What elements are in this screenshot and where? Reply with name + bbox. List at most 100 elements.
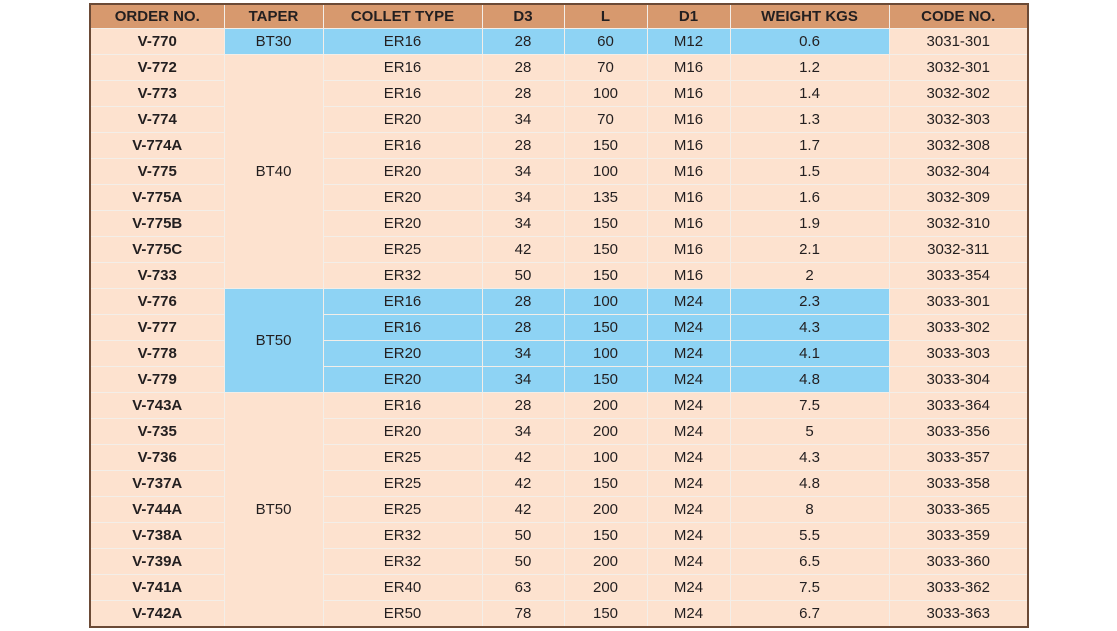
table-row: V-773 ER16 28 100 M16 1.4 3032-302 xyxy=(89,80,1029,107)
table-row: V-737A ER25 42 150 M24 4.8 3033-358 xyxy=(89,470,1029,497)
table-row: V-775A ER20 34 135 M16 1.6 3032-309 xyxy=(89,184,1029,211)
collet-type: ER16 xyxy=(322,314,483,341)
order-no: V-774 xyxy=(89,106,225,133)
weight: 1.5 xyxy=(729,158,890,185)
collet-type: ER20 xyxy=(322,106,483,133)
code-no: 3033-357 xyxy=(888,444,1029,471)
l: 200 xyxy=(563,418,648,445)
d1: M16 xyxy=(646,54,731,81)
code-no: 3031-301 xyxy=(888,28,1029,55)
d1: M24 xyxy=(646,366,731,393)
taper: BT50 xyxy=(223,392,324,628)
d1: M24 xyxy=(646,600,731,628)
d1: M16 xyxy=(646,132,731,159)
d3: 50 xyxy=(481,262,565,289)
order-no: V-778 xyxy=(89,340,225,367)
collet-type: ER32 xyxy=(322,548,483,575)
collet-type: ER50 xyxy=(322,600,483,628)
d1: M24 xyxy=(646,340,731,367)
d1: M16 xyxy=(646,80,731,107)
order-no: V-775 xyxy=(89,158,225,185)
table-row: V-743A BT50 ER16 28 200 M24 7.5 3033-364 xyxy=(89,392,1029,628)
weight: 7.5 xyxy=(729,392,890,419)
collet-type: ER25 xyxy=(322,444,483,471)
weight: 6.7 xyxy=(729,600,890,628)
code-no: 3032-304 xyxy=(888,158,1029,185)
d3: 28 xyxy=(481,314,565,341)
l: 150 xyxy=(563,314,648,341)
d3: 34 xyxy=(481,158,565,185)
d3: 34 xyxy=(481,340,565,367)
collet-type: ER16 xyxy=(322,28,483,55)
code-no: 3033-356 xyxy=(888,418,1029,445)
d3: 42 xyxy=(481,444,565,471)
order-no: V-773 xyxy=(89,80,225,107)
table-row: V-742A ER50 78 150 M24 6.7 3033-363 xyxy=(89,600,1029,628)
collet-type: ER20 xyxy=(322,158,483,185)
order-no: V-774A xyxy=(89,132,225,159)
order-no: V-772 xyxy=(89,54,225,81)
order-no: V-739A xyxy=(89,548,225,575)
code-no: 3033-303 xyxy=(888,340,1029,367)
l: 200 xyxy=(563,392,648,419)
table-row: V-736 ER25 42 100 M24 4.3 3033-357 xyxy=(89,444,1029,471)
collet-type: ER32 xyxy=(322,262,483,289)
collet-type: ER25 xyxy=(322,236,483,263)
header-cell: D3 xyxy=(481,3,565,29)
header-cell: TAPER xyxy=(223,3,324,29)
collet-type: ER20 xyxy=(322,210,483,237)
order-no: V-777 xyxy=(89,314,225,341)
d3: 63 xyxy=(481,574,565,601)
code-no: 3033-354 xyxy=(888,262,1029,289)
code-no: 3033-365 xyxy=(888,496,1029,523)
table-row: V-741A ER40 63 200 M24 7.5 3033-362 xyxy=(89,574,1029,601)
d3: 28 xyxy=(481,288,565,315)
collet-type: ER16 xyxy=(322,54,483,81)
collet-type: ER20 xyxy=(322,366,483,393)
l: 100 xyxy=(563,80,648,107)
code-no: 3032-302 xyxy=(888,80,1029,107)
weight: 4.8 xyxy=(729,366,890,393)
order-no: V-775C xyxy=(89,236,225,263)
order-no: V-733 xyxy=(89,262,225,289)
d3: 34 xyxy=(481,184,565,211)
d1: M16 xyxy=(646,184,731,211)
weight: 1.9 xyxy=(729,210,890,237)
l: 135 xyxy=(563,184,648,211)
spec-table: ORDER NO. TAPER COLLET TYPE D3 L D1 WEIGHT KGS… xyxy=(89,3,1029,628)
d1: M16 xyxy=(646,106,731,133)
order-no: V-776 xyxy=(89,288,225,315)
d1: M24 xyxy=(646,418,731,445)
collet-type: ER25 xyxy=(322,496,483,523)
l: 70 xyxy=(563,54,648,81)
collet-type: ER16 xyxy=(322,392,483,419)
d1: M24 xyxy=(646,548,731,575)
d1: M16 xyxy=(646,262,731,289)
code-no: 3033-362 xyxy=(888,574,1029,601)
table-row: V-776 BT50 ER16 28 100 M24 2.3 3033-301 xyxy=(89,288,1029,393)
collet-type: ER40 xyxy=(322,574,483,601)
header-cell: WEIGHT KGS xyxy=(729,3,890,29)
order-no: V-779 xyxy=(89,366,225,393)
weight: 2.3 xyxy=(729,288,890,315)
l: 100 xyxy=(563,340,648,367)
l: 150 xyxy=(563,522,648,549)
d3: 42 xyxy=(481,236,565,263)
d1: M24 xyxy=(646,574,731,601)
table-row: V-770 BT30 ER16 28 60 M12 0.6 3031-301 xyxy=(89,28,1029,55)
order-no: V-737A xyxy=(89,470,225,497)
table-row: V-778 ER20 34 100 M24 4.1 3033-303 xyxy=(89,340,1029,367)
code-no: 3033-359 xyxy=(888,522,1029,549)
code-no: 3033-304 xyxy=(888,366,1029,393)
weight: 1.7 xyxy=(729,132,890,159)
collet-type: ER20 xyxy=(322,340,483,367)
d3: 50 xyxy=(481,548,565,575)
l: 200 xyxy=(563,496,648,523)
order-no: V-744A xyxy=(89,496,225,523)
d1: M24 xyxy=(646,496,731,523)
weight: 5 xyxy=(729,418,890,445)
header-cell: ORDER NO. xyxy=(89,3,225,29)
order-no: V-743A xyxy=(89,392,225,419)
d3: 34 xyxy=(481,106,565,133)
